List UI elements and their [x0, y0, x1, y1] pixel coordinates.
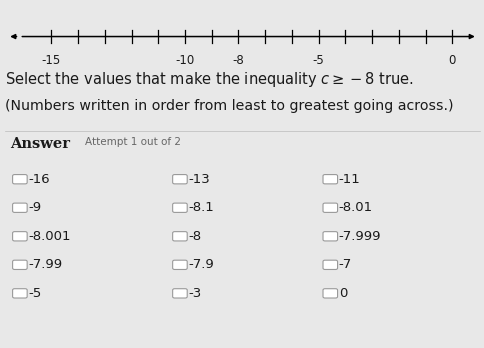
Text: -7: -7 — [338, 258, 351, 271]
Text: Attempt 1 out of 2: Attempt 1 out of 2 — [85, 137, 181, 148]
FancyBboxPatch shape — [322, 260, 337, 269]
Text: -9: -9 — [29, 201, 42, 214]
Text: -13: -13 — [188, 173, 210, 186]
Text: -5: -5 — [29, 287, 42, 300]
FancyBboxPatch shape — [13, 232, 27, 241]
Text: -16: -16 — [29, 173, 50, 186]
Text: -8.01: -8.01 — [338, 201, 372, 214]
Text: -7.999: -7.999 — [338, 230, 380, 243]
Text: 0: 0 — [338, 287, 347, 300]
Text: -5: -5 — [312, 54, 324, 67]
Text: -8: -8 — [232, 54, 244, 67]
FancyBboxPatch shape — [13, 203, 27, 212]
Text: -7.99: -7.99 — [29, 258, 62, 271]
Text: -8.001: -8.001 — [29, 230, 71, 243]
FancyBboxPatch shape — [172, 232, 187, 241]
FancyBboxPatch shape — [13, 175, 27, 184]
FancyBboxPatch shape — [172, 289, 187, 298]
FancyBboxPatch shape — [13, 260, 27, 269]
Text: -11: -11 — [338, 173, 360, 186]
FancyBboxPatch shape — [13, 289, 27, 298]
FancyBboxPatch shape — [172, 175, 187, 184]
Text: Answer: Answer — [10, 137, 70, 151]
Text: -15: -15 — [42, 54, 61, 67]
Text: -8.1: -8.1 — [188, 201, 214, 214]
FancyBboxPatch shape — [322, 203, 337, 212]
Text: -10: -10 — [175, 54, 194, 67]
FancyBboxPatch shape — [322, 289, 337, 298]
Text: -7.9: -7.9 — [188, 258, 214, 271]
FancyBboxPatch shape — [322, 175, 337, 184]
FancyBboxPatch shape — [322, 232, 337, 241]
Text: Select the values that make the inequality $c \geq -8$ true.: Select the values that make the inequali… — [5, 70, 413, 89]
Text: -8: -8 — [188, 230, 201, 243]
FancyBboxPatch shape — [172, 260, 187, 269]
Text: 0: 0 — [448, 54, 455, 67]
Text: (Numbers written in order from least to greatest going across.): (Numbers written in order from least to … — [5, 99, 453, 113]
FancyBboxPatch shape — [172, 203, 187, 212]
Text: -3: -3 — [188, 287, 201, 300]
